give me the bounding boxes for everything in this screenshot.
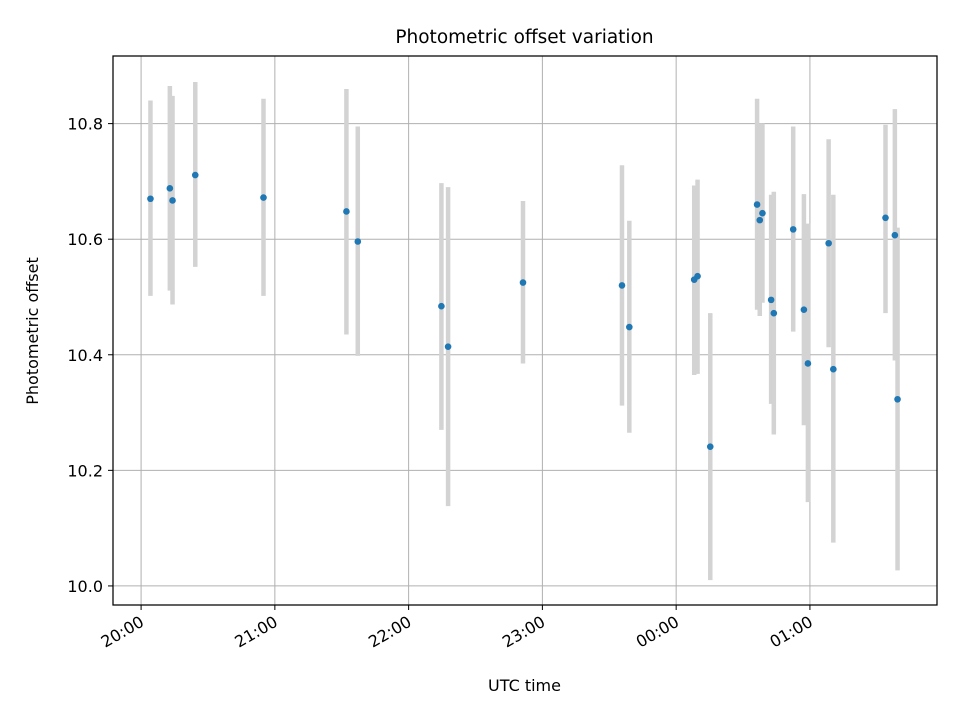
y-tick-label: 10.4 — [67, 346, 103, 365]
data-point — [618, 282, 626, 289]
data-point — [891, 231, 899, 239]
data-point — [191, 171, 199, 179]
y-tick-label: 10.6 — [67, 230, 103, 249]
data-point — [354, 238, 362, 245]
data-point — [626, 323, 633, 331]
data-point — [694, 272, 701, 280]
data-point — [759, 209, 766, 217]
data-point — [894, 395, 901, 403]
data-point — [770, 309, 778, 317]
data-point — [825, 239, 832, 247]
data-point — [147, 195, 154, 203]
y-tick-label: 10.0 — [67, 577, 103, 596]
y-axis-label: Photometric offset — [23, 257, 42, 405]
data-point — [260, 194, 267, 201]
x-tick-label: 21:00 — [231, 612, 280, 652]
data-point — [804, 360, 812, 367]
x-tick-label: 20:00 — [98, 612, 147, 652]
data-point — [753, 201, 761, 208]
x-tick-label: 00:00 — [633, 612, 682, 652]
data-point — [169, 197, 176, 204]
x-tick-label: 01:00 — [766, 612, 815, 652]
data-point — [343, 208, 350, 215]
x-tick-label: 23:00 — [499, 612, 548, 652]
data-point — [166, 185, 174, 192]
data-point — [438, 302, 445, 310]
chart-title: Photometric offset variation — [395, 27, 653, 48]
x-axis-label: UTC time — [488, 676, 561, 695]
data-point — [830, 365, 837, 373]
x-tick-label: 22:00 — [365, 612, 414, 652]
y-tick-label: 10.2 — [67, 461, 103, 480]
error-bars — [148, 82, 900, 581]
data-points — [147, 171, 901, 450]
y-tick-label: 10.8 — [67, 115, 103, 134]
data-point — [756, 216, 764, 224]
data-point — [706, 443, 714, 450]
data-point — [882, 214, 889, 222]
data-point — [767, 296, 775, 304]
data-point — [444, 343, 452, 350]
x-axis-ticks: 20:00 21:00 22:00 23:00 00:00 01:00 — [98, 605, 816, 652]
data-point — [519, 279, 527, 286]
y-axis-ticks: 10.0 10.2 10.4 10.6 10.8 — [67, 115, 113, 596]
data-point — [789, 226, 797, 233]
plot-area-frame — [112, 55, 938, 606]
data-point — [800, 306, 808, 313]
